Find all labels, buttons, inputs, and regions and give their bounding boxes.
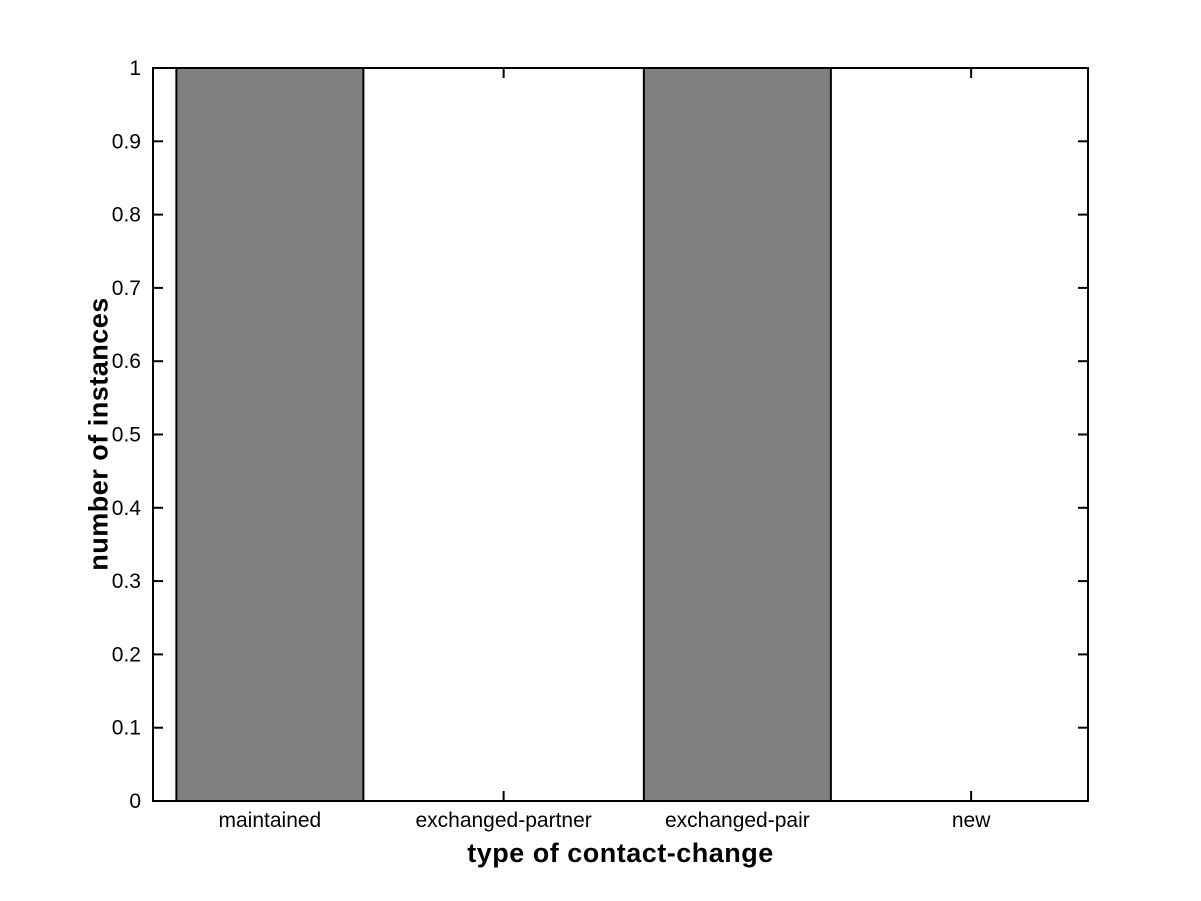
y-tick-label: 0.5 (112, 424, 141, 447)
x-tick-label: maintained (219, 809, 322, 832)
y-tick-label: 0.3 (112, 570, 141, 593)
bar-exchanged-pair (642, 67, 832, 802)
y-axis-label: number of instances (83, 297, 114, 571)
plot-border (152, 67, 1089, 802)
y-tick-label: 0.1 (112, 717, 141, 740)
x-tick-label: new (952, 809, 991, 832)
x-axis-label: type of contact-change (467, 838, 774, 868)
y-tick-label: 0.4 (112, 497, 142, 520)
y-tick-label: 0.8 (112, 204, 141, 227)
y-tick-label: 0.9 (112, 130, 141, 153)
x-tick-label: exchanged-pair (665, 809, 810, 832)
x-tick-label: exchanged-partner (415, 809, 591, 832)
y-tick-label: 1 (129, 57, 141, 80)
y-tick-label: 0 (129, 790, 141, 813)
y-tick-label: 0.2 (112, 643, 141, 666)
bar-maintained (175, 67, 365, 802)
y-tick-label: 0.7 (112, 277, 141, 300)
y-tick-label: 0.6 (112, 350, 141, 373)
